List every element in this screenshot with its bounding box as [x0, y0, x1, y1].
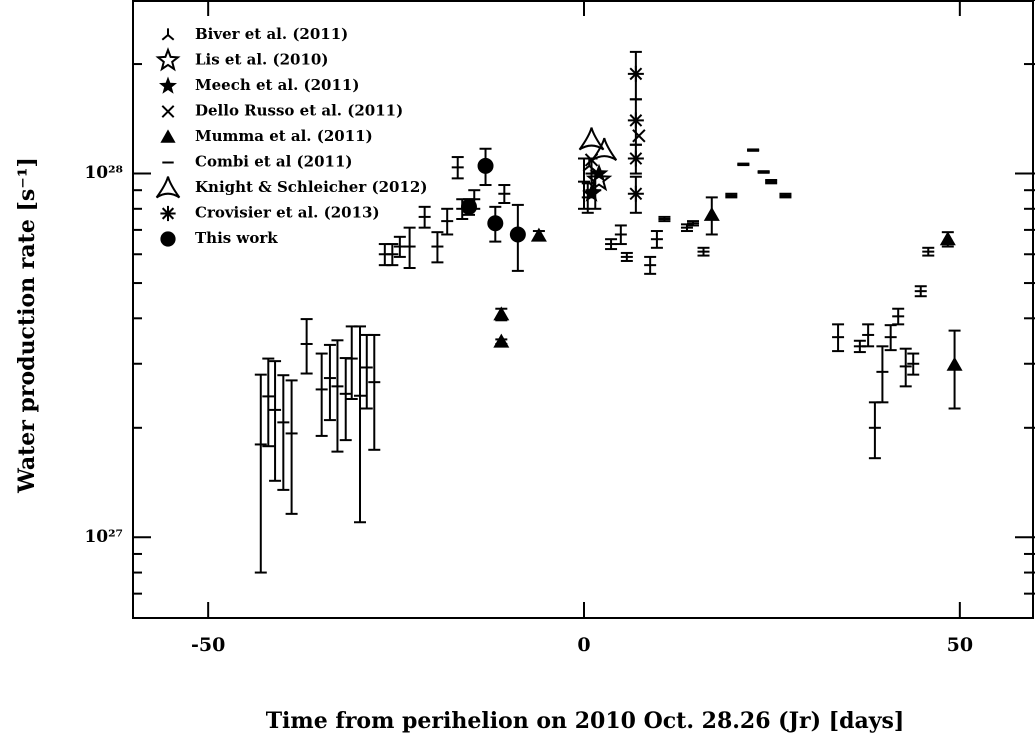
marker-circle — [460, 198, 477, 215]
marker-tri-open — [155, 176, 181, 199]
marker-shape — [477, 157, 494, 174]
x-tick-label: 50 — [947, 634, 973, 656]
marker-shape — [578, 127, 605, 151]
marker-stroke — [629, 187, 643, 201]
marker-shape — [703, 206, 720, 221]
marker-shape — [155, 176, 181, 199]
marker-stroke — [629, 67, 643, 81]
marker-shape — [155, 47, 181, 72]
marker-shape — [493, 306, 510, 321]
marker-stroke — [167, 34, 175, 41]
marker-shape — [582, 183, 601, 202]
marker-asterisk — [627, 185, 644, 202]
marker-triangle — [939, 231, 956, 246]
marker-triangle — [703, 206, 720, 221]
legend-label: Meech et al. (2011) — [195, 76, 359, 94]
marker-circle — [477, 157, 494, 174]
marker-shape — [530, 227, 547, 242]
marker-shape — [159, 76, 177, 94]
marker-asterisk — [627, 150, 644, 167]
marker-tri-open — [578, 127, 605, 151]
marker-shape — [493, 333, 510, 348]
marker-stroke — [161, 34, 169, 41]
marker-star — [582, 183, 601, 202]
marker-asterisk — [627, 65, 644, 82]
marker-stroke — [629, 114, 643, 127]
marker-asterisk — [627, 112, 644, 129]
marker-cross — [632, 129, 646, 143]
y-tick-label: 10²⁸ — [84, 163, 123, 183]
marker-shape — [509, 226, 526, 243]
legend-label: Dello Russo et al. (2011) — [195, 102, 403, 120]
marker-stroke — [629, 152, 643, 165]
marker-triangle — [160, 129, 176, 143]
marker-circle — [487, 215, 504, 232]
legend-label: Lis et al. (2010) — [195, 51, 328, 69]
marker-shape — [160, 231, 176, 247]
marker-shape — [460, 198, 477, 215]
legend-label: Crovisier et al. (2013) — [195, 204, 380, 222]
x-tick-label: -50 — [191, 634, 225, 656]
legend-label: Mumma et al. (2011) — [195, 127, 373, 145]
marker-shape — [160, 129, 176, 143]
legend-label: This work — [195, 229, 278, 247]
marker-star — [159, 76, 177, 94]
marker-stroke — [161, 207, 175, 220]
marker-circle — [509, 226, 526, 243]
marker-shape — [487, 215, 504, 232]
x-tick-label: 0 — [577, 634, 590, 656]
y-tick-label: 10²⁷ — [84, 527, 123, 547]
marker-triangle — [493, 333, 510, 348]
marker-asterisk — [160, 205, 176, 222]
marker-shape — [939, 231, 956, 246]
marker-triangle — [530, 227, 547, 242]
marker-cross — [161, 105, 175, 118]
marker-circle — [160, 231, 176, 247]
marker-shape — [946, 356, 963, 371]
marker-triangle — [493, 306, 510, 321]
marker-tri — [161, 28, 175, 41]
legend-label: Combi et al (2011) — [195, 153, 353, 171]
x-axis-label: Time from perihelion on 2010 Oct. 28.26 … — [266, 708, 905, 734]
y-axis-label: Water production rate [s⁻¹] — [14, 157, 40, 494]
marker-stroke — [161, 105, 175, 118]
legend-label: Biver et al. (2011) — [195, 25, 348, 43]
marker-triangle — [946, 356, 963, 371]
marker-star-open — [155, 47, 181, 72]
legend-label: Knight & Schleicher (2012) — [195, 178, 427, 196]
